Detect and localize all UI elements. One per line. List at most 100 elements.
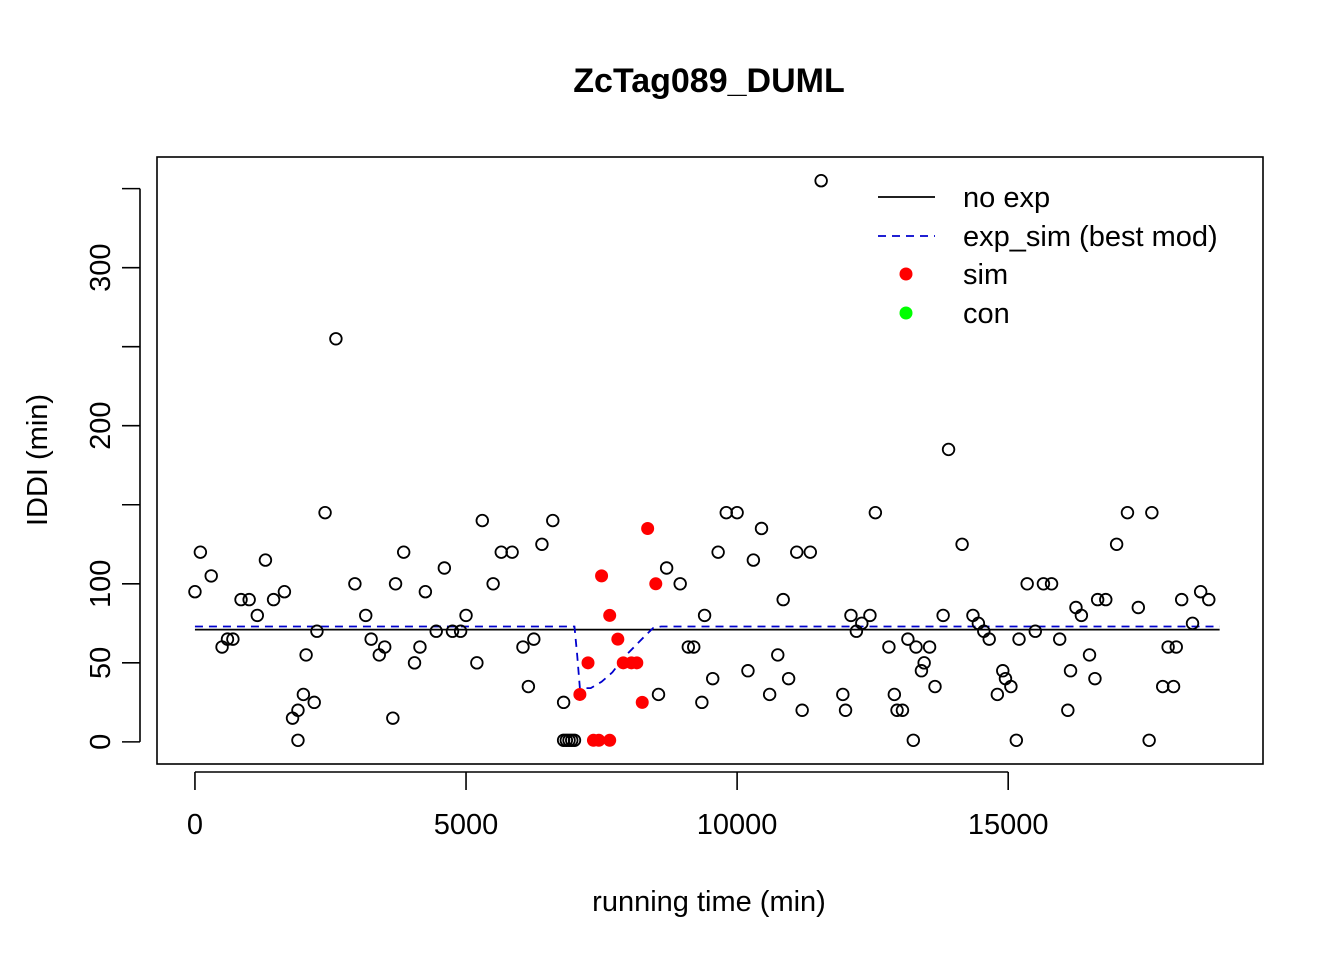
data-point bbox=[730, 505, 744, 520]
data-point bbox=[521, 679, 536, 694]
data-point bbox=[838, 703, 853, 717]
data-point bbox=[790, 545, 804, 559]
data-point bbox=[204, 569, 218, 583]
data-point bbox=[1009, 733, 1024, 747]
data-point bbox=[814, 174, 828, 188]
data-point bbox=[242, 592, 256, 607]
data-point bbox=[1161, 640, 1175, 654]
data-point bbox=[535, 537, 549, 551]
data-point bbox=[1142, 733, 1156, 747]
plot-frame bbox=[156, 156, 1264, 765]
data-point bbox=[695, 695, 709, 710]
data-point bbox=[1109, 537, 1124, 551]
sim-data-point bbox=[649, 577, 663, 591]
data-point bbox=[746, 553, 761, 567]
data-point bbox=[266, 592, 281, 607]
data-point bbox=[1145, 505, 1159, 520]
data-point bbox=[1131, 600, 1146, 615]
data-point bbox=[1174, 592, 1189, 607]
x-tick-label: 5000 bbox=[434, 809, 499, 841]
exp-sim-dashed-line bbox=[194, 625, 1220, 690]
data-point bbox=[386, 711, 400, 725]
x-tick-label: 10000 bbox=[697, 809, 778, 841]
data-point bbox=[895, 703, 910, 717]
data-point bbox=[1202, 592, 1216, 607]
data-point bbox=[906, 733, 921, 747]
data-point bbox=[882, 640, 896, 654]
y-axis-label: IDDI (min) bbox=[22, 394, 54, 526]
data-point bbox=[914, 664, 929, 678]
data-point bbox=[754, 521, 769, 536]
legend-item: con bbox=[899, 298, 1010, 330]
sim-data-point bbox=[611, 632, 625, 646]
sim-data-point bbox=[641, 521, 655, 535]
data-point bbox=[1044, 577, 1059, 591]
data-point bbox=[1036, 577, 1051, 591]
x-axis-label: running time (min) bbox=[592, 886, 826, 918]
legend-label: sim bbox=[963, 259, 1008, 291]
data-point bbox=[741, 664, 755, 678]
data-point bbox=[1090, 592, 1105, 607]
data-point bbox=[296, 687, 311, 702]
legend-swatch-dot bbox=[899, 267, 913, 281]
sim-data-point bbox=[573, 687, 587, 701]
sim-data-point bbox=[635, 695, 649, 709]
sim-data-point bbox=[581, 656, 595, 670]
data-point bbox=[771, 648, 785, 662]
data-point bbox=[396, 545, 411, 559]
data-point bbox=[429, 624, 443, 638]
data-point bbox=[890, 703, 904, 717]
data-point bbox=[437, 561, 452, 575]
data-point bbox=[719, 505, 733, 520]
data-point bbox=[1061, 703, 1075, 717]
data-point bbox=[982, 632, 996, 646]
legend-item: no exp bbox=[878, 182, 1050, 214]
data-point bbox=[453, 624, 468, 638]
legend-label: exp_sim (best mod) bbox=[963, 221, 1218, 253]
y-tick-label: 200 bbox=[85, 402, 117, 450]
data-point bbox=[836, 687, 850, 702]
data-point bbox=[1052, 632, 1067, 646]
data-point bbox=[258, 553, 273, 567]
data-point bbox=[318, 505, 332, 520]
data-point bbox=[844, 608, 858, 623]
data-point bbox=[803, 545, 817, 559]
data-point bbox=[1120, 505, 1135, 520]
data-point bbox=[917, 656, 931, 670]
x-tick-label: 0 bbox=[187, 809, 203, 841]
data-point bbox=[407, 656, 422, 670]
data-point bbox=[868, 505, 883, 520]
data-point bbox=[556, 695, 571, 710]
data-point bbox=[546, 513, 560, 528]
data-point bbox=[1028, 624, 1042, 638]
data-point bbox=[1088, 671, 1102, 686]
data-point bbox=[291, 733, 305, 747]
data-point bbox=[659, 561, 674, 575]
data-point bbox=[516, 640, 530, 654]
data-point bbox=[220, 632, 235, 646]
data-point bbox=[291, 703, 305, 717]
data-point bbox=[1099, 592, 1113, 607]
data-point bbox=[1074, 608, 1089, 623]
data-point bbox=[1156, 679, 1170, 694]
data-point bbox=[687, 640, 701, 654]
series-layer bbox=[188, 174, 1220, 747]
data-point bbox=[863, 608, 877, 623]
data-point bbox=[936, 608, 950, 623]
data-point bbox=[651, 687, 666, 702]
data-point bbox=[470, 656, 484, 670]
data-point bbox=[527, 632, 541, 646]
data-point bbox=[887, 687, 902, 702]
legend-swatch-dot bbox=[899, 306, 913, 320]
data-point bbox=[941, 442, 956, 457]
data-point bbox=[378, 640, 392, 654]
data-point bbox=[445, 624, 460, 638]
data-point bbox=[277, 585, 292, 599]
y-tick-label: 100 bbox=[85, 560, 117, 608]
data-point bbox=[193, 545, 208, 559]
data-point bbox=[776, 592, 790, 607]
chart-title: ZcTag089_DUML bbox=[573, 62, 844, 100]
sim-data-point bbox=[595, 569, 609, 583]
